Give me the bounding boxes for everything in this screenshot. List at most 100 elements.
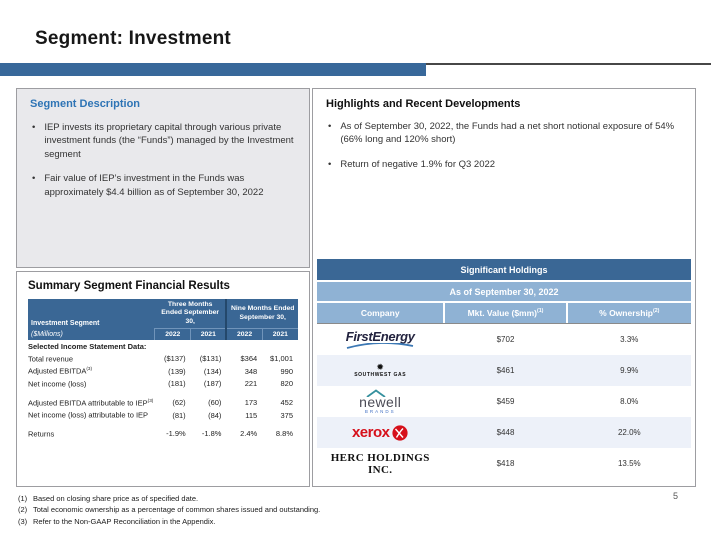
newell-roof-icon (366, 388, 386, 397)
mkt-value-cell: $448 (496, 428, 515, 437)
footnotes: (1) Based on closing share price as of s… (18, 493, 320, 527)
row-label-header: Investment Segment (28, 299, 155, 329)
row-label: Adjusted EBITDA(3) (28, 366, 93, 376)
significant-holdings-table: Significant Holdings As of September 30,… (317, 259, 691, 479)
footnote-number: (3) (18, 516, 28, 526)
mkt-value-cell: $702 (496, 335, 515, 344)
cell-value: (60) (208, 398, 222, 408)
cell-value: 8.8% (275, 429, 293, 439)
holdings-row-herc: HERC HOLDINGS INC. $418 13.5% (317, 448, 691, 479)
cell-value: 452 (280, 398, 293, 408)
footnote-number: (2) (18, 505, 28, 515)
company-cell: ✹ SOUTHWEST GAS (317, 361, 443, 379)
row-label: Total revenue (28, 354, 74, 364)
cell-value: $1,001 (270, 353, 293, 363)
row-label-subheader: ($Millions) (28, 328, 155, 340)
highlights-heading: Highlights and Recent Developments (326, 98, 521, 110)
holdings-title: Significant Holdings (317, 259, 691, 280)
table-header-row: Investment Segment Three Months Ended Se… (28, 299, 298, 329)
company-cell: HERC HOLDINGS INC. (317, 452, 443, 476)
cell-value: 115 (245, 410, 258, 420)
mkt-value-cell: $459 (496, 397, 515, 406)
group-header-nine-months: Nine Months Ended September 30, (225, 299, 298, 329)
bullet-icon: • (32, 173, 36, 185)
cell-value: -1.9% (166, 429, 186, 439)
table-subheader-row: ($Millions) 2022 2021 2022 2021 (28, 328, 298, 340)
year-column: 2022 (225, 328, 263, 340)
cell-value: 2.4% (240, 429, 258, 439)
mkt-value-cell: $418 (496, 459, 515, 468)
herc-holdings-logo: HERC HOLDINGS INC. (330, 451, 430, 476)
footnote-number: (1) (18, 494, 28, 503)
group-header-three-months: Three Months Ended September 30, (154, 299, 227, 329)
cell-value: 375 (280, 410, 293, 420)
table-row: Net income (loss) attributable to IEP (8… (28, 409, 298, 422)
row-label: Net income (loss) (28, 379, 87, 389)
cell-value: ($137) (163, 353, 186, 363)
footnote-text: Refer to the Non-GAAP Reconciliation in … (33, 516, 216, 526)
ownership-cell: 3.3% (620, 335, 639, 344)
bullet-icon: • (328, 158, 332, 170)
column-header-mkt-value: Mkt. Value ($mm)(1) (445, 303, 566, 323)
top-rule-line (426, 63, 711, 65)
financial-results-table: Investment Segment Three Months Ended Se… (28, 299, 298, 440)
row-label: Adjusted EBITDA attributable to IEP(3) (28, 397, 154, 408)
cell-value: $364 (240, 353, 258, 363)
cell-value: (139) (168, 366, 186, 376)
company-cell: xerox (317, 424, 443, 441)
ownership-cell: 22.0% (617, 428, 641, 437)
xerox-ball-icon (392, 424, 409, 441)
cell-value: 348 (244, 366, 258, 376)
bullet-text: Return of negative 1.9% for Q3 2022 (340, 158, 496, 170)
table-row: Adjusted EBITDA(3) (139) (134) 348 990 (28, 365, 298, 378)
section-label-row: Selected Income Statement Data: (28, 340, 298, 352)
column-header-company: Company (317, 303, 444, 323)
table-row: Net income (loss) (181) (187) 221 820 (28, 378, 298, 391)
section-label: Selected Income Statement Data: (28, 341, 147, 351)
cell-value: ($131) (199, 353, 222, 363)
page-number: 5 (672, 491, 678, 501)
highlights-bullet-1: • As of September 30, 2022, the Funds ha… (328, 120, 680, 147)
firstenergy-logo: FirstEnergy (346, 330, 415, 349)
mkt-value-cell: $461 (496, 366, 515, 375)
cell-value: 990 (280, 366, 293, 376)
ownership-cell: 13.5% (617, 459, 641, 468)
column-header-ownership: % Ownership(2) (567, 303, 691, 323)
firstenergy-swoosh-icon (346, 343, 414, 349)
ownership-cell: 8.0% (620, 397, 639, 406)
cell-value: (187) (203, 379, 222, 389)
holdings-row-newell: newell BRANDS $459 8.0% (317, 386, 691, 417)
year-column: 2021 (261, 328, 298, 340)
bullet-text: IEP invests its proprietary capital thro… (44, 122, 294, 160)
segment-description-bullet-1: • IEP invests its proprietary capital th… (32, 121, 294, 161)
holdings-subtitle: As of September 30, 2022 (317, 282, 691, 301)
cell-value: 820 (280, 379, 293, 389)
financial-results-heading: Summary Segment Financial Results (28, 280, 230, 292)
newell-logo: newell BRANDS (359, 388, 401, 415)
table-row: Returns -1.9% -1.8% 2.4% 8.8% (28, 428, 298, 441)
year-column: 2021 (190, 328, 227, 340)
cell-value: -1.8% (201, 429, 222, 439)
company-cell: newell BRANDS (317, 388, 443, 415)
highlights-bullet-2: • Return of negative 1.9% for Q3 2022 (328, 158, 680, 171)
segment-description-panel: Segment Description • IEP invests its pr… (16, 88, 310, 268)
footnote-text: Based on closing share price as of speci… (33, 494, 199, 503)
southwest-gas-logo: ✹ SOUTHWEST GAS (354, 361, 407, 379)
xerox-logo: xerox (352, 424, 409, 441)
footnote-2: (2) Total economic ownership as a percen… (18, 504, 320, 515)
row-label: Net income (loss) attributable to IEP (28, 410, 149, 420)
cell-value: (62) (172, 398, 186, 408)
holdings-row-xerox: xerox $448 22.0% (317, 417, 691, 448)
segment-description-bullet-2: • Fair value of IEP’s investment in the … (32, 172, 294, 199)
bullet-text: As of September 30, 2022, the Funds had … (340, 121, 675, 146)
cell-value: (81) (172, 410, 186, 420)
bullet-text: Fair value of IEP’s investment in the Fu… (44, 173, 264, 198)
footnote-1: (1) Based on closing share price as of s… (18, 493, 320, 504)
holdings-row-southwest-gas: ✹ SOUTHWEST GAS $461 9.9% (317, 355, 691, 386)
year-column: 2022 (154, 328, 191, 340)
ownership-cell: 9.9% (620, 366, 639, 375)
bullet-icon: • (32, 122, 36, 133)
segment-description-heading: Segment Description (30, 98, 141, 110)
company-cell: FirstEnergy (317, 330, 443, 349)
